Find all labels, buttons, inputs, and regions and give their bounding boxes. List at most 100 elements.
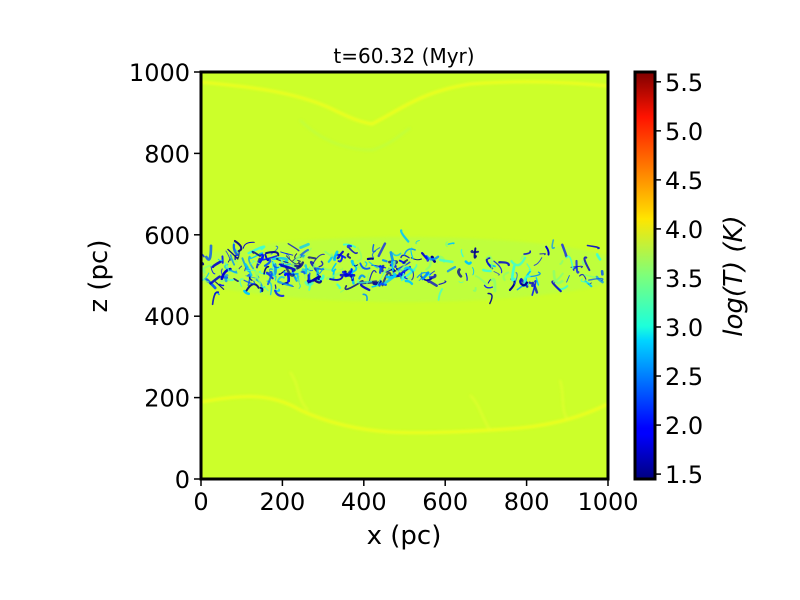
plot-frame: [199, 70, 610, 481]
colorbar-tick-label: 2.5: [665, 363, 703, 391]
cold-gas-filament: [493, 271, 500, 276]
cold-gas-filament: [307, 273, 320, 282]
cold-gas-filament: [239, 278, 244, 287]
cold-gas-filament: [277, 280, 293, 287]
cold-gas-filament: [566, 275, 570, 283]
cold-gas-filament: [285, 266, 295, 277]
cold-gas-filament: [225, 250, 231, 261]
colorbar-tick-label: 3.0: [665, 314, 703, 342]
cold-gas-filament: [325, 272, 341, 280]
cold-gas-filament: [243, 279, 256, 285]
upper-shock-front-lower-edge: [299, 119, 411, 152]
cold-gas-filament: [510, 256, 527, 267]
cold-gas-filament: [502, 271, 510, 282]
colorbar-tick-label: 5.5: [665, 69, 703, 97]
colorbar-tick-label: 5.0: [665, 118, 703, 146]
cold-gas-filament: [271, 261, 276, 278]
cold-gas-filament: [249, 252, 263, 260]
cold-gas-filament: [411, 270, 415, 281]
cold-gas-filament: [224, 274, 229, 283]
cold-gas-filament: [551, 239, 556, 250]
x-tick-label: 0: [193, 488, 208, 516]
cold-gas-filament: [263, 265, 270, 275]
cold-gas-filament: [545, 245, 550, 256]
cold-gas-filament: [412, 264, 418, 271]
cold-gas-filament: [298, 248, 310, 258]
colorbar-frame: [633, 70, 657, 481]
cold-gas-filament: [242, 241, 255, 249]
cold-gas-filament: [371, 247, 381, 259]
cold-gas-filament: [243, 289, 250, 296]
cold-gas-filament: [274, 289, 285, 298]
cold-gas-filament: [295, 273, 299, 281]
cold-gas-filament: [336, 250, 344, 260]
cold-gas-filament: [304, 281, 314, 287]
cold-gas-filament: [344, 282, 361, 291]
cold-gas-filament: [257, 252, 265, 266]
cold-gas-filament: [579, 273, 587, 280]
cold-gas-filament: [204, 244, 213, 261]
cold-gas-filament: [299, 242, 310, 249]
cold-gas-filament: [236, 250, 240, 259]
cold-gas-filament: [307, 256, 317, 260]
cold-gas-filament: [280, 259, 283, 265]
cold-gas-filament: [359, 262, 371, 270]
cold-gas-filament: [482, 268, 492, 273]
cold-gas-filament: [437, 288, 444, 301]
colorbar-gradient: [635, 72, 655, 479]
cold-gas-filament: [232, 243, 239, 256]
x-tick-label: 400: [341, 488, 387, 516]
cold-gas-filament: [251, 259, 261, 265]
cold-gas-filament: [248, 276, 253, 282]
cold-gas-filament: [535, 277, 540, 286]
cold-gas-filament: [247, 273, 251, 287]
cold-gas-filament: [302, 247, 312, 260]
cold-gas-filament: [457, 268, 463, 278]
cold-gas-filament: [570, 265, 584, 269]
cold-gas-filament: [368, 270, 377, 283]
colorbar-tick-label: 3.5: [665, 265, 703, 293]
cold-gas-filament: [348, 247, 358, 255]
cold-gas-filament: [421, 271, 430, 281]
cold-gas-filament: [211, 291, 220, 306]
cold-gas-filament: [510, 264, 516, 282]
cold-gas-filament: [429, 273, 437, 280]
lower-shock-front: [201, 395, 608, 435]
cold-gas-filament: [474, 275, 488, 286]
cold-gas-filament: [307, 268, 314, 272]
cold-gas-filament: [356, 280, 373, 284]
cold-gas-filament: [233, 239, 243, 253]
cold-gas-filament: [258, 270, 269, 276]
cold-gas-filament: [472, 287, 477, 292]
cold-gas-filament: [262, 255, 278, 261]
cold-gas-filament: [531, 280, 537, 296]
cold-gas-filament: [332, 250, 339, 262]
heatmap-plot-area: [201, 72, 608, 479]
cold-gas-filament: [399, 229, 410, 243]
cold-gas-filament: [530, 271, 541, 278]
cold-gas-filament: [391, 252, 402, 257]
cold-gas-filament: [580, 278, 590, 283]
cold-gas-filament: [520, 281, 529, 287]
cold-gas-filament: [266, 270, 273, 286]
cold-gas-filament: [337, 255, 344, 263]
cold-gas-filament: [404, 275, 408, 280]
cold-gas-filament: [318, 260, 324, 268]
cold-gas-filament: [552, 269, 564, 285]
cold-gas-filament: [359, 283, 371, 292]
cold-gas-filament: [460, 249, 464, 258]
cold-gas-filament: [400, 254, 410, 259]
cold-gas-filament: [472, 267, 475, 276]
y-tick-label: 0: [175, 466, 190, 494]
cold-gas-filament: [298, 283, 301, 289]
cold-gas-filament: [483, 284, 494, 289]
y-axis: 0 200 400 600 800 1000: [129, 59, 201, 494]
cold-gas-filament: [372, 280, 382, 286]
cold-gas-filament: [307, 266, 311, 273]
cold-gas-filament: [220, 267, 232, 281]
cold-gas-filament: [365, 272, 370, 288]
cold-gas-filament: [381, 271, 392, 287]
cold-gas-filament: [259, 286, 264, 293]
colorbar-tick-label: 4.0: [665, 216, 703, 244]
cold-gas-filament: [218, 283, 225, 287]
